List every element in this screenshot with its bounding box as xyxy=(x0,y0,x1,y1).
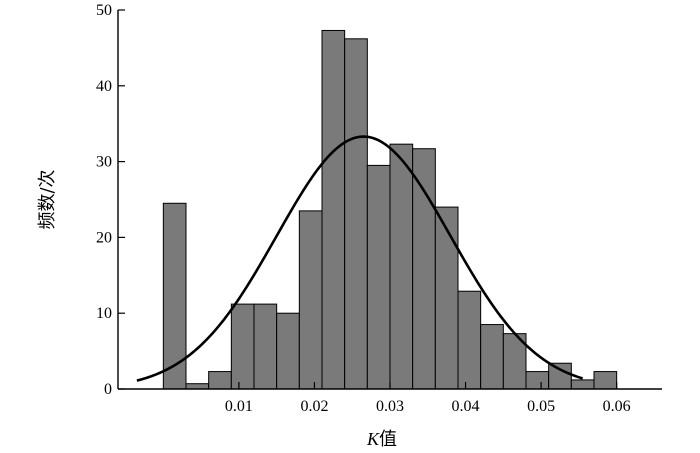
normal-fit-curve xyxy=(136,135,584,382)
x-tick-label: 0.01 xyxy=(225,398,253,415)
x-axis-label: K值 xyxy=(366,429,397,450)
x-axis-label-rest: 值 xyxy=(379,429,397,450)
histogram-bar xyxy=(548,362,572,390)
y-tick-label: 40 xyxy=(96,78,112,95)
axes-layer: 0 10 20 30 40 50 0.01 0.02 0.03 0.04 0.05 0.06 xyxy=(96,2,662,415)
x-tick-label: 0.02 xyxy=(300,398,328,415)
histogram-bar xyxy=(344,38,368,390)
y-tick-label: 20 xyxy=(96,229,112,246)
x-tick-label: 0.03 xyxy=(376,398,404,415)
histogram-bar xyxy=(570,379,595,390)
histogram-bar xyxy=(525,371,550,390)
histogram-bar xyxy=(276,312,300,390)
histogram-bar xyxy=(412,148,436,390)
histogram-bar xyxy=(321,29,346,390)
histogram-bar xyxy=(593,371,618,390)
histogram-bar xyxy=(253,303,278,390)
y-tick-label: 10 xyxy=(96,305,112,322)
x-tick-label: 0.05 xyxy=(527,398,555,415)
x-tick-label: 0.04 xyxy=(452,398,480,415)
histogram-bar xyxy=(389,143,414,390)
y-tick-label: 30 xyxy=(96,154,112,171)
histogram-bar xyxy=(208,371,232,390)
y-tick-label: 0 xyxy=(104,381,112,398)
bars-layer xyxy=(162,29,618,390)
histogram-bar xyxy=(185,383,210,390)
x-tick-label: 0.06 xyxy=(603,398,631,415)
y-axis-label: 频数/次 xyxy=(37,169,58,229)
x-axis-label-italic: K xyxy=(366,429,380,449)
histogram-bar xyxy=(457,290,482,390)
y-tick-label: 50 xyxy=(96,2,112,19)
histogram-bar xyxy=(366,164,391,390)
histogram-bar xyxy=(434,206,459,390)
histogram-bar xyxy=(480,324,504,390)
fit-curve-layer xyxy=(136,135,584,382)
histogram-bar xyxy=(230,303,255,390)
histogram-bar xyxy=(298,210,323,390)
